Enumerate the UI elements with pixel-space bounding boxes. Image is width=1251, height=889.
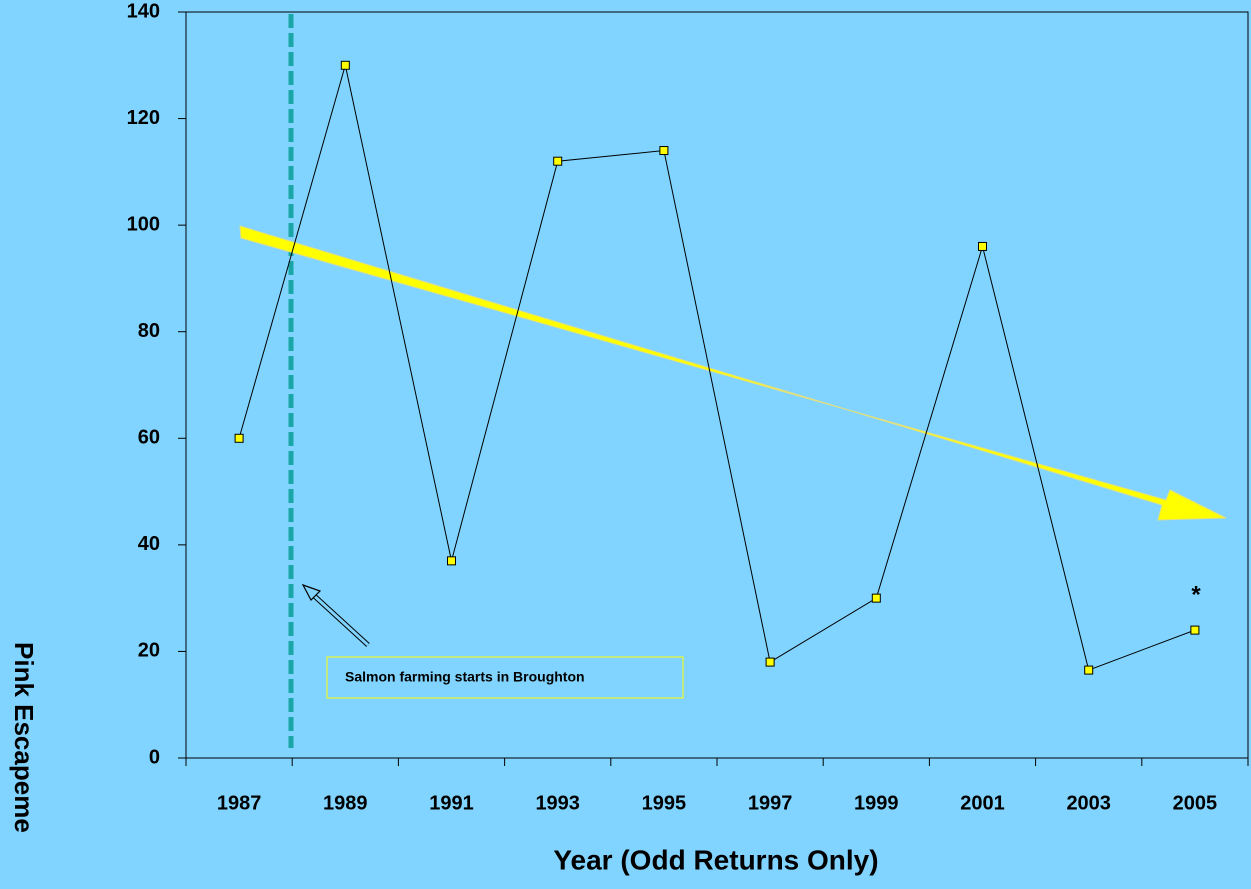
- x-tick-label: 1989: [323, 792, 368, 814]
- y-tick-label: 20: [138, 640, 160, 662]
- y-tick-label: 100: [127, 213, 160, 235]
- x-axis-label: Year (Odd Returns Only): [553, 844, 878, 875]
- annotation-arrow-inner: [308, 590, 370, 647]
- y-tick-label: 80: [138, 320, 160, 342]
- data-point: [447, 556, 456, 566]
- annotation: Salmon farming starts in Broughton: [345, 669, 585, 685]
- data-point: [553, 156, 563, 166]
- x-tick-label: 2005: [1173, 792, 1218, 814]
- y-axis-label: Pink Escapeme: [9, 642, 39, 833]
- annotation-arrow-head: [301, 583, 322, 601]
- data-point: [1084, 665, 1094, 675]
- data-point: [978, 241, 987, 251]
- x-tick-label: 1999: [854, 792, 899, 814]
- x-tick-label: 2001: [960, 792, 1005, 814]
- x-tick-label: 1993: [535, 792, 580, 814]
- x-tick-label: 1987: [217, 792, 262, 814]
- data-point: [765, 657, 775, 667]
- data-point: [234, 433, 244, 443]
- x-tick-label: 1995: [642, 792, 687, 814]
- x-tick-label: 1997: [748, 792, 793, 814]
- x-tick-label: 2003: [1066, 792, 1111, 814]
- data-line: [238, 65, 1196, 671]
- data-point: [871, 593, 881, 603]
- trend-arrow: [239, 225, 1227, 521]
- y-tick-label: 120: [127, 107, 160, 129]
- y-tick-label: 40: [138, 533, 160, 555]
- y-tick-label: 0: [149, 746, 160, 768]
- data-point: [340, 60, 350, 70]
- y-tick-label: 60: [138, 427, 160, 449]
- asterisk: *: [1191, 581, 1201, 608]
- data-point: [1190, 625, 1200, 635]
- annotation-box: [326, 656, 684, 699]
- y-tick-label: 140: [127, 0, 160, 22]
- data-point: [659, 146, 669, 156]
- x-tick-label: 1991: [429, 792, 474, 814]
